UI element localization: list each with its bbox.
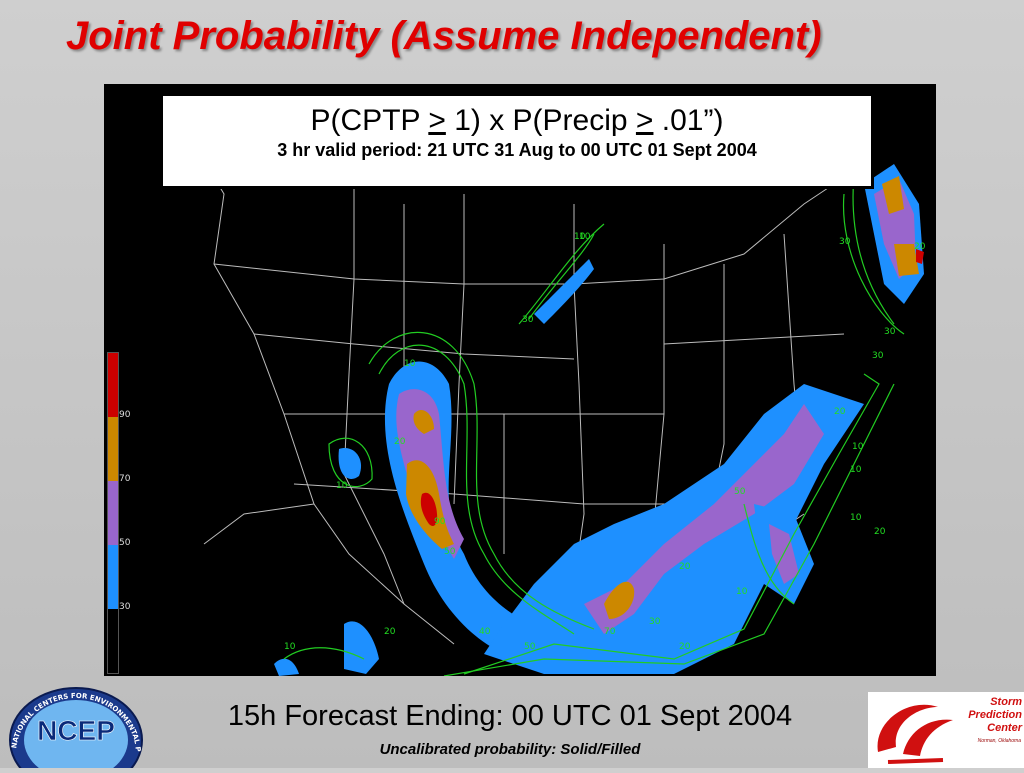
map-header-box: P(CPTP > 1) x P(Precip > .01”) 3 hr vali… <box>160 93 874 189</box>
footer-title: 15h Forecast Ending: 00 UTC 01 Sept 2004 <box>227 700 793 732</box>
map-canvas: 10 10 20 30 10 50 90 40 50 70 30 20 50 2… <box>193 143 926 676</box>
legend-colorbar <box>107 352 119 674</box>
ncep-logo: NATIONAL CENTERS FOR ENVIRONMENTAL PREDI… <box>0 678 150 773</box>
contour-label: 30 <box>872 351 884 361</box>
contour-label: 50 <box>734 487 746 497</box>
contour-label: 50 <box>444 547 456 557</box>
footer-subtitle: Uncalibrated probability: Solid/Filled <box>379 741 641 758</box>
spc-logo: Storm Prediction Center Norman, Oklahoma <box>868 692 1024 768</box>
spc-logo-text: Storm Prediction Center <box>968 696 1022 734</box>
contour-label: 30 <box>649 617 661 627</box>
map-header-subtitle: 3 hr valid period: 21 UTC 31 Aug to 00 U… <box>277 140 757 160</box>
contour-label: 10 <box>736 587 748 597</box>
contour-label: 20 <box>914 242 926 252</box>
contour-label: 40 <box>479 627 491 637</box>
probability-map: 10 10 20 30 10 50 90 40 50 70 30 20 50 2… <box>104 84 936 676</box>
contour-label: 10 <box>574 232 586 242</box>
spc-location-text: Norman, Oklahoma <box>977 738 1021 744</box>
header-text-suffix: .01”) <box>653 104 724 137</box>
contour-label: 70 <box>604 627 616 637</box>
legend-label-70: 70 <box>119 474 131 484</box>
contour-label: 20 <box>834 407 846 417</box>
contour-label: 10 <box>852 442 864 452</box>
header-text-mid: 1) x P(Precip <box>445 104 636 137</box>
contour-label: 90 <box>434 517 446 527</box>
contour-label: 10 <box>850 513 862 523</box>
legend-band-0 <box>108 609 118 673</box>
header-text-prefix: P(CPTP <box>310 104 429 137</box>
contour-label: 50 <box>524 642 536 652</box>
legend-band-30 <box>108 545 118 609</box>
header-ge-symbol: > <box>428 104 446 137</box>
legend-label-50: 50 <box>119 538 131 548</box>
contour-label: 30 <box>839 237 851 247</box>
ncep-logo-graphic: NATIONAL CENTERS FOR ENVIRONMENTAL PREDI… <box>0 678 143 773</box>
contour-label-group: 10 10 20 30 10 50 90 40 50 70 30 20 50 2… <box>284 232 926 652</box>
contour-label: 10 <box>850 465 862 475</box>
contour-label: 20 <box>679 642 691 652</box>
contour-label: 10 <box>404 359 416 369</box>
ncep-logo-text: NCEP <box>37 715 115 746</box>
legend-label-30: 30 <box>119 602 131 612</box>
legend-band-70 <box>108 417 118 481</box>
legend-label-90: 90 <box>119 410 131 420</box>
slide-title: Joint Probability (Assume Independent) <box>66 14 822 58</box>
contour-label: 10 <box>336 481 348 491</box>
spc-logo-swoosh <box>877 704 953 764</box>
probability-fills <box>274 164 924 676</box>
contour-label: 10 <box>579 232 591 242</box>
contour-label: 10 <box>284 642 296 652</box>
contour-label: 20 <box>394 437 406 447</box>
contour-label: 30 <box>884 327 896 337</box>
contour-label: 20 <box>679 562 691 572</box>
contour-label: 20 <box>874 527 886 537</box>
legend-band-90 <box>108 353 118 417</box>
map-header-title: P(CPTP > 1) x P(Precip > .01”) <box>163 104 871 138</box>
header-ge-symbol: > <box>635 104 654 137</box>
contour-label: 30 <box>522 315 534 325</box>
legend-band-50 <box>108 481 118 545</box>
contour-lines <box>283 173 905 676</box>
contour-label: 20 <box>384 627 396 637</box>
